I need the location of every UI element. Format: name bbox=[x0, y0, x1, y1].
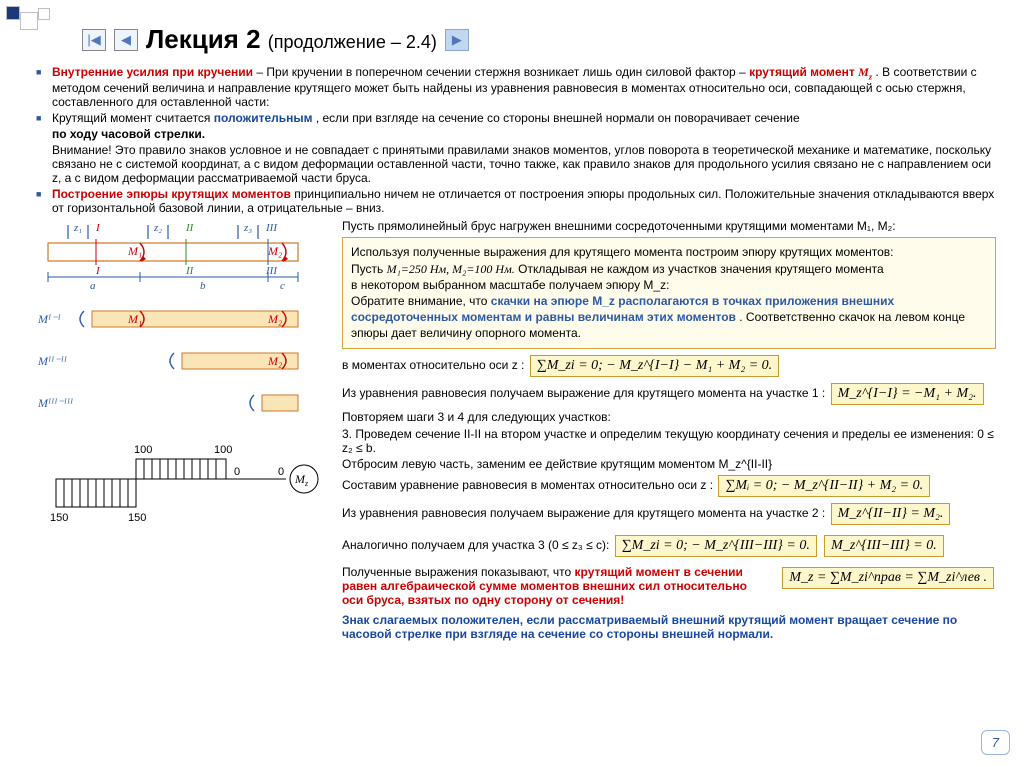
eq-E: ∑M_zi = 0; − M_z^{III−III} = 0. bbox=[615, 535, 817, 557]
svg-text:II: II bbox=[185, 265, 195, 277]
nav-first-icon[interactable]: |◀ bbox=[82, 29, 106, 51]
corner-deco bbox=[6, 6, 54, 34]
clockwise-rule: по ходу часовой стрелки. bbox=[52, 127, 996, 141]
drop-line: Отбросим левую часть, заменим ее действи… bbox=[342, 457, 996, 471]
svg-text:b: b bbox=[200, 280, 206, 292]
beam-diagram: z₁z₂z₃ I II III bbox=[36, 219, 336, 529]
title-row: |◀ ◀ Лекция 2 (продолжение – 2.4) ▶ bbox=[82, 24, 1008, 55]
bullet-2: Крутящий момент считается положительным … bbox=[36, 111, 996, 185]
svg-text:II: II bbox=[185, 222, 195, 234]
svg-text:Mz: Mz bbox=[294, 472, 309, 488]
bullet-3: Построение эпюры крутящих моментов принц… bbox=[36, 187, 996, 215]
svg-text:c: c bbox=[280, 280, 285, 292]
svg-text:z₁: z₁ bbox=[73, 222, 82, 234]
callout-box: Используя полученные выражения для крутя… bbox=[342, 237, 996, 348]
svg-text:100: 100 bbox=[134, 444, 152, 456]
eq-A: ∑M_zi = 0; − M_z^{I−I} − M₁ + M₂ = 0. bbox=[530, 355, 779, 377]
svg-text:100: 100 bbox=[214, 444, 232, 456]
eq-G: M_z = ∑M_zi^прав = ∑M_zi^лев . bbox=[782, 567, 994, 589]
b1-term: Внутренние усилия при кручении bbox=[52, 65, 253, 79]
page-title: Лекция 2 (продолжение – 2.4) bbox=[146, 24, 437, 55]
eq-D: M_z^{II−II} = M₂. bbox=[831, 503, 951, 525]
svg-text:M₂: M₂ bbox=[267, 244, 282, 258]
title-main: Лекция 2 bbox=[146, 24, 261, 54]
svg-text:z₂: z₂ bbox=[153, 222, 162, 234]
nav-back-icon[interactable]: ◀ bbox=[114, 29, 138, 51]
svg-text:I: I bbox=[95, 265, 101, 277]
eq1-line: Из уравнения равновесия получаем выражен… bbox=[342, 381, 996, 407]
sec2-line: 3. Проведем сечение II-II на втором учас… bbox=[342, 427, 996, 455]
repeat-line: Повторяем шаги 3 и 4 для следующих участ… bbox=[342, 410, 996, 424]
page-number: 7 bbox=[981, 730, 1010, 755]
svg-text:150: 150 bbox=[128, 512, 146, 524]
svg-text:0: 0 bbox=[234, 466, 240, 478]
title-sub: (продолжение – 2.4) bbox=[268, 32, 437, 52]
nav-fwd-icon[interactable]: ▶ bbox=[445, 29, 469, 51]
intro-line: Пусть прямолинейный брус нагружен внешни… bbox=[342, 219, 996, 233]
eq-line-label: Составим уравнение равновесия в моментах… bbox=[342, 478, 713, 492]
svg-text:M₁: M₁ bbox=[127, 312, 142, 326]
svg-text:M₂: M₂ bbox=[267, 354, 282, 368]
sign-rule: Знак слагаемых положителен, если рассмат… bbox=[342, 613, 996, 641]
eq-F: M_z^{III−III} = 0. bbox=[824, 535, 944, 557]
moment-rel-line: в моментах относительно оси z : ∑M_zi = … bbox=[342, 353, 996, 379]
svg-text:0: 0 bbox=[278, 466, 284, 478]
svg-text:a: a bbox=[90, 280, 96, 292]
note-sign-convention: Внимание! Это правило знаков условное и … bbox=[52, 143, 996, 185]
eq-B: M_z^{I−I} = −M₁ + M₂. bbox=[831, 383, 984, 405]
eq-C: ∑Mᵢ = 0; − M_z^{II−II} + M₂ = 0. bbox=[718, 475, 930, 497]
svg-text:Mᴵᴵᴵ⁻ᴵᴵᴵ: Mᴵᴵᴵ⁻ᴵᴵᴵ bbox=[37, 396, 74, 410]
svg-text:Mᴵ⁻ᴵ: Mᴵ⁻ᴵ bbox=[37, 312, 61, 326]
sec3-line: Аналогично получаем для участка 3 (0 ≤ z… bbox=[342, 533, 996, 559]
svg-text:M₂: M₂ bbox=[267, 312, 282, 326]
b1-term2: крутящий момент Mz bbox=[749, 65, 872, 79]
conclusion-row: Полученные выражения показывают, что кру… bbox=[342, 565, 996, 607]
svg-text:150: 150 bbox=[50, 512, 68, 524]
svg-text:Mᴵᴵ⁻ᴵᴵ: Mᴵᴵ⁻ᴵᴵ bbox=[37, 354, 68, 368]
svg-text:I: I bbox=[95, 222, 101, 234]
svg-text:III: III bbox=[265, 222, 278, 234]
svg-text:z₃: z₃ bbox=[243, 222, 252, 234]
eq2-result: Из уравнения равновесия получаем выражен… bbox=[342, 501, 996, 527]
svg-text:III: III bbox=[265, 265, 278, 277]
svg-text:M₁: M₁ bbox=[127, 244, 142, 258]
bullet-1: Внутренние усилия при кручении – При кру… bbox=[36, 65, 996, 109]
